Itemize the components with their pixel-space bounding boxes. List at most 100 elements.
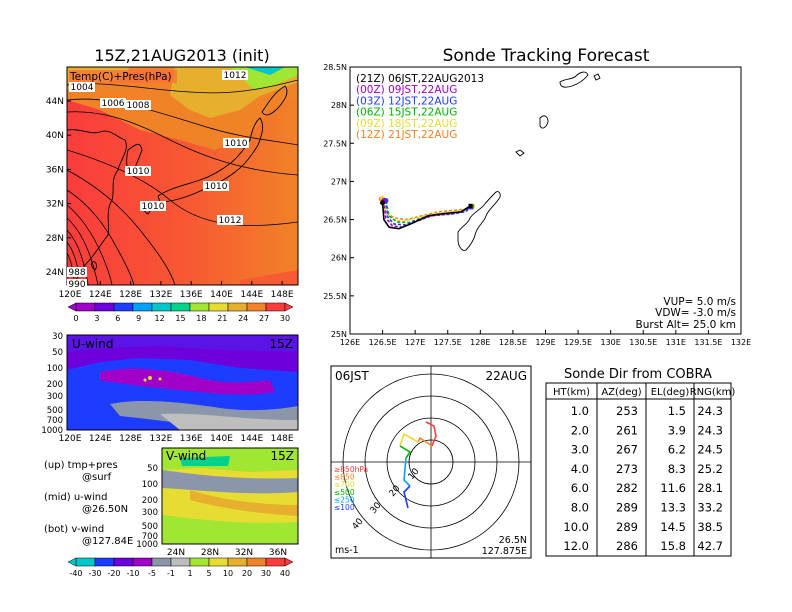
v-pres-tick: 700 — [142, 532, 158, 542]
cobra-cell: 24.3 — [697, 404, 723, 418]
wind-colorbar-swatch — [208, 557, 229, 567]
left-title: 15Z,21AUG2013 (init) — [94, 46, 269, 65]
map-lat-tick: 28N — [46, 234, 64, 244]
u-pres-tick: 500 — [47, 406, 63, 416]
v-lat-ticks: 24N 28N 32N 36N — [167, 548, 287, 558]
isobar-label-bg — [125, 100, 151, 110]
track-legend-item: (21Z) 06JST,22AUG2013 — [356, 73, 484, 85]
u-lon-ticks: 120E 124E 128E 132E 136E 140E 144E 148E — [59, 434, 294, 444]
track-lat-tick: 27.5N — [323, 139, 347, 148]
cobra-cell: 6.2 — [668, 443, 686, 457]
track-legend-item: (06Z) 15JST,22AUG — [356, 107, 457, 119]
isobar-label: 1010 — [205, 182, 228, 192]
temp-colorbar-swatch — [75, 302, 96, 312]
cobra-header: RNG(km) — [690, 387, 736, 398]
wind-colorbar-swatch — [75, 557, 96, 567]
polar-lon: 127.875E — [482, 546, 527, 557]
map-lon-tick: 148E — [271, 290, 294, 300]
wind-colorbar-swatch — [151, 557, 172, 567]
wind-colorbar-swatch — [94, 557, 115, 567]
cobra-cell: 15.8 — [660, 539, 686, 553]
isobar-label: 990 — [68, 280, 85, 290]
isobar-label-bg — [222, 70, 248, 80]
wind-colorbar-label: -10 — [126, 569, 139, 578]
map-lon-tick: 144E — [240, 290, 263, 300]
wind-colorbar-label: -30 — [88, 569, 101, 578]
polar-pressure-label: ≤100 — [334, 503, 355, 512]
v-pres-tick: 100 — [142, 480, 158, 490]
isobar-label-bg — [217, 215, 243, 225]
map-lat-tick: 24N — [46, 268, 64, 278]
map-lon-tick: 124E — [89, 290, 112, 300]
cobra-cell: 8.3 — [668, 462, 686, 476]
v-wind-label: V-wind — [166, 449, 206, 463]
wind-colorbar-swatch — [132, 557, 153, 567]
v-pres-tick: 500 — [142, 522, 158, 532]
track-vup: VUP= 5.0 m/s — [663, 296, 736, 308]
wind-colorbar-swatch — [265, 557, 286, 567]
wind-colorbar-swatch — [113, 557, 134, 567]
cobra-table: HT(km) AZ(deg) EL(deg) RNG(km) 1.0 253 1.5 24.3… — [545, 382, 736, 557]
map-lon-tick: 140E — [210, 290, 233, 300]
isobar-label: 1012 — [219, 216, 242, 226]
cobra-cell: 12.0 — [563, 539, 589, 553]
cobra-cell: 267 — [616, 443, 638, 457]
wind-colorbar-label: -40 — [69, 569, 82, 578]
u-lon-tick: 128E — [119, 434, 142, 444]
u-pres-tick: 700 — [47, 416, 63, 426]
cobra-cell: 273 — [616, 462, 638, 476]
wind-colorbar-label: 1 — [187, 569, 192, 578]
temp-colorbar-arrow-right — [284, 302, 294, 312]
track-lat-ticks: 28.5N 28N 27.5N 27N 26.5N 26N 25.5N 25N — [323, 63, 354, 339]
track-lon-tick: 128E — [470, 338, 490, 347]
temp-colorbar-swatch — [170, 302, 191, 312]
temp-colorbar-label: 0 — [73, 314, 78, 323]
track-lon-tick: 130.5E — [629, 338, 657, 347]
polar-pressure-labels: ≥850hPa≤850≤700≤500≤250≤100 — [334, 465, 368, 512]
cobra-cell: 3.0 — [571, 443, 589, 457]
cobra-cell: 8.0 — [571, 501, 589, 515]
temp-colorbar-arrow-left — [67, 302, 77, 312]
track-lon-tick: 128.5E — [499, 338, 527, 347]
track-lat-tick: 26N — [331, 254, 347, 263]
cobra-cell: 282 — [616, 481, 638, 495]
wind-colorbar-label: 10 — [223, 569, 233, 578]
track-legend-item: (12Z) 21JST,22AUG — [356, 129, 457, 141]
isobar-label-bg — [100, 98, 126, 108]
isobar-label-bg — [203, 181, 229, 191]
track-end-point — [468, 203, 473, 208]
wind-colorbar-label: -5 — [148, 569, 156, 578]
wind-colorbar-label: 20 — [242, 569, 252, 578]
isobar-labels: 1004 1006 1008 1012 1010 1010 1010 1010 1012 988 9… — [67, 70, 249, 290]
polar-lat: 26.5N — [499, 535, 527, 546]
polar-units: ms-1 — [335, 545, 359, 556]
track-lon-tick: 130E — [601, 338, 621, 347]
cobra-cell: 6.0 — [571, 481, 589, 495]
polar-pressure-label: ≤250 — [334, 495, 355, 504]
cobra-cell: 2.0 — [571, 423, 589, 437]
v-pres-tick: 300 — [142, 508, 158, 518]
isobar-label-bg — [69, 82, 95, 92]
legend-bot-level: @127.84E — [82, 536, 133, 547]
wind-colorbar-label: 30 — [261, 569, 271, 578]
cobra-cell: 4.0 — [571, 462, 589, 476]
isobars — [67, 79, 298, 285]
map-frame — [66, 66, 299, 286]
isobar-label-bg — [125, 166, 151, 176]
isobar-label: 1008 — [127, 101, 150, 111]
wind-colorbar-swatch — [170, 557, 191, 567]
isobar-label: 1012 — [224, 71, 247, 81]
temp-colorbar-label: 30 — [280, 314, 290, 323]
isobar-label-bg — [140, 201, 166, 211]
legend-up: (up) tmp+pres — [44, 460, 118, 471]
wind-colorbar-label: -1 — [167, 569, 175, 578]
track-lon-tick: 129.5E — [564, 338, 592, 347]
cobra-cell: 1.0 — [571, 404, 589, 418]
temp-colorbar-swatch — [246, 302, 267, 312]
polar-grid — [331, 366, 531, 558]
map-lon-tick: 120E — [59, 290, 82, 300]
temp-colorbar-label: 12 — [155, 314, 165, 323]
temp-colorbar-label: 6 — [115, 314, 120, 323]
cobra-cell: 33.2 — [697, 501, 723, 515]
